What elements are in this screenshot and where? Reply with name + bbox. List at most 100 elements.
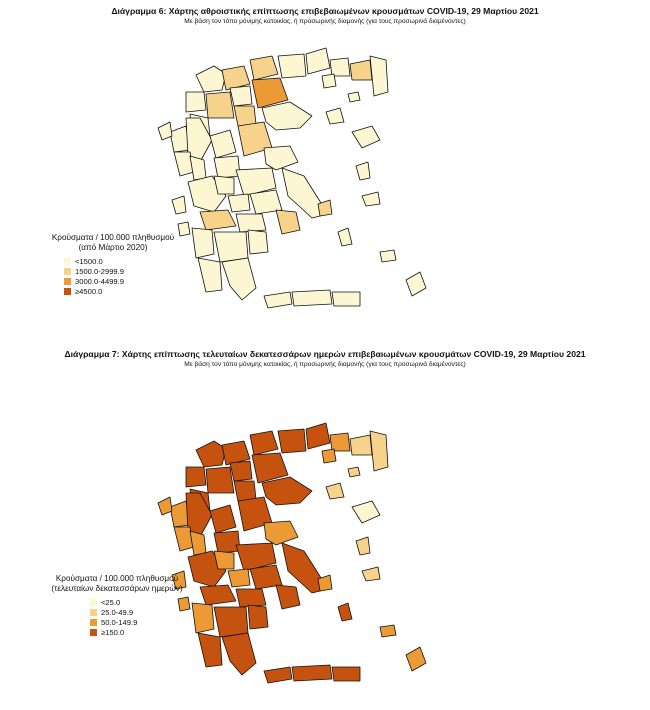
- region-kilkis: [249, 55, 279, 81]
- region-samos: [361, 566, 381, 582]
- region-ilia: [191, 602, 215, 634]
- region-rodos: [405, 646, 427, 672]
- region-pella: [221, 65, 251, 91]
- region-samothraki: [347, 466, 361, 478]
- legend-swatch: [64, 267, 71, 275]
- legend-swatch: [90, 598, 97, 606]
- region-andros: [317, 574, 333, 592]
- greece-choropleth-map: [157, 422, 427, 684]
- region-kilkis: [249, 430, 279, 456]
- region-chalkidiki: [261, 476, 313, 506]
- legend-item: <1500.0: [64, 256, 188, 266]
- legend-subtitle: (τελευταίων δεκατεσσάρων ημερών): [51, 584, 183, 593]
- region-karditsa: [213, 530, 241, 554]
- legend-item: 25.0-49.9: [90, 607, 202, 617]
- region-xanthi: [329, 432, 351, 452]
- region-arkadia: [213, 231, 249, 263]
- greece-choropleth-map: [157, 47, 427, 309]
- region-kefalonia: [171, 570, 187, 590]
- region-naxos: [337, 227, 353, 247]
- legend-label: ≥4500.0: [75, 286, 103, 296]
- region-florina: [195, 440, 227, 468]
- region-zakynthos: [177, 596, 191, 612]
- region-drama: [305, 47, 331, 75]
- map-panel-cumulative: Διάγραμμα 6: Χάρτης αθροιστικής επίπτωση…: [0, 0, 650, 340]
- region-thasos: [321, 73, 337, 89]
- region-zakynthos: [177, 221, 191, 237]
- region-imathia: [229, 460, 253, 482]
- region-korinthia: [235, 588, 267, 608]
- region-evrytania: [213, 175, 235, 195]
- region-kerkyra: [157, 496, 173, 516]
- region-serres: [277, 428, 307, 454]
- map-subtitle: Με βάση τον τόπο μόνιμης κατοικίας, ή πρ…: [184, 361, 466, 368]
- region-pella: [221, 440, 251, 466]
- region-magnesia: [263, 520, 299, 546]
- legend-label: <1500.0: [75, 256, 103, 266]
- region-evros: [369, 430, 389, 472]
- region-crete-w: [263, 666, 293, 684]
- region-chalkidiki: [261, 101, 313, 131]
- region-drama: [305, 422, 331, 450]
- region-fokida: [227, 193, 251, 213]
- region-lemnos: [325, 482, 345, 500]
- legend-swatch: [90, 608, 97, 616]
- region-lesvos: [351, 125, 381, 149]
- legend-item: 1500.0-2999.9: [64, 266, 188, 276]
- region-lemnos: [325, 107, 345, 125]
- region-andros: [317, 199, 333, 217]
- legend-label: 50.0-149.9: [101, 617, 138, 627]
- legend-swatch: [64, 257, 71, 265]
- region-arkadia: [213, 606, 249, 638]
- region-chios: [355, 536, 371, 556]
- region-kastoria: [185, 91, 207, 113]
- region-rodopi: [349, 434, 373, 456]
- region-fthiotida: [235, 167, 277, 197]
- region-lakonia: [221, 257, 257, 301]
- region-trikala: [209, 129, 237, 159]
- region-thessaloniki: [251, 77, 289, 109]
- region-evros: [369, 55, 389, 97]
- region-trikala: [209, 504, 237, 534]
- legend-item: ≥150.0: [90, 627, 202, 637]
- region-arta: [189, 155, 207, 181]
- region-ioannina: [185, 117, 213, 163]
- map-title: Διάγραμμα 7: Χάρτης επίπτωσης τελευταίων…: [64, 349, 586, 359]
- region-samothraki: [347, 91, 361, 103]
- region-kozani: [205, 466, 235, 494]
- region-thessaloniki: [251, 452, 289, 484]
- region-fthiotida: [235, 542, 277, 572]
- region-pieria: [233, 480, 257, 502]
- region-kerkyra: [157, 121, 173, 141]
- region-pieria: [233, 105, 257, 127]
- legend-label: ≥150.0: [101, 627, 125, 637]
- legend-subtitle: (από Μάρτιο 2020): [78, 243, 148, 252]
- region-crete-e: [331, 291, 361, 307]
- region-naxos: [337, 602, 353, 622]
- region-ioannina: [185, 492, 213, 538]
- region-crete-c: [291, 289, 333, 307]
- region-chios: [355, 161, 371, 181]
- legend-label: 1500.0-2999.9: [75, 266, 124, 276]
- region-thasos: [321, 448, 337, 464]
- legend-title: Κρούσματα / 100.000 πληθυσμού: [51, 233, 175, 242]
- region-argolida: [247, 229, 269, 255]
- legend-label: <25.0: [101, 597, 121, 607]
- region-viotia: [249, 189, 283, 215]
- region-fokida: [227, 568, 251, 588]
- region-ilia: [191, 227, 215, 259]
- region-florina: [195, 65, 227, 93]
- region-messinia: [197, 632, 223, 668]
- region-evrytania: [213, 550, 235, 570]
- legend-swatch: [90, 628, 97, 636]
- region-achaia: [199, 584, 237, 606]
- region-kos: [379, 249, 397, 263]
- map-subtitle: Με βάση τον τόπο μόνιμης κατοικίας, ή πρ…: [184, 18, 466, 25]
- legend-swatch: [64, 277, 71, 285]
- legend-item: 50.0-149.9: [90, 617, 202, 627]
- region-argolida: [247, 604, 269, 630]
- legend-item: ≥4500.0: [64, 286, 188, 296]
- map-panel-14day: Διάγραμμα 7: Χάρτης επίπτωσης τελευταίων…: [0, 345, 650, 710]
- region-rodos: [405, 271, 427, 297]
- legend-item: 3000.0-4499.9: [64, 276, 188, 286]
